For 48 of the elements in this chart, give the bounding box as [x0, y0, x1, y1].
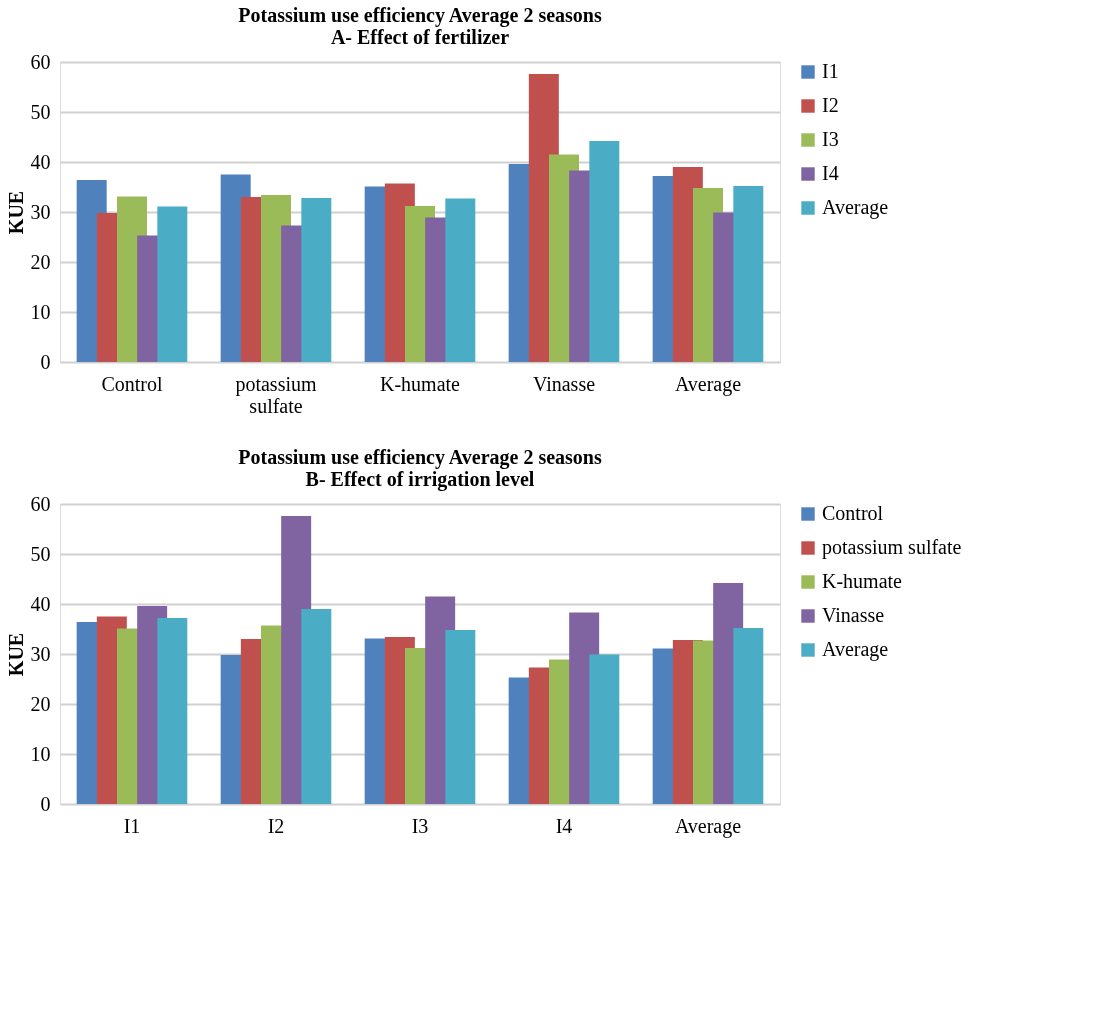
bar: [733, 186, 764, 362]
x-tick-label: Average: [674, 814, 742, 838]
x-tick-label: Control: [101, 372, 163, 395]
legend-label: Vinasse: [822, 604, 885, 626]
y-tick-label: 20: [30, 250, 51, 273]
y-tick-label: 50: [30, 100, 51, 123]
bar: [445, 198, 476, 362]
y-tick-label: 30: [30, 200, 51, 223]
bar: [733, 628, 764, 804]
bar: [589, 141, 620, 362]
bar: [301, 198, 332, 362]
legend-label: I1: [822, 60, 839, 82]
x-tick-label: K-humate: [380, 372, 461, 395]
y-tick-label: 50: [30, 542, 51, 565]
chart-title: Potassium use efficiency Average 2 seasons B- Effect of irrigation level: [238, 446, 602, 491]
chart-title: Potassium use efficiency Average 2 seasons A- Effect of fertilizer: [238, 4, 602, 48]
bar: [301, 609, 332, 804]
bar: [157, 618, 188, 804]
y-tick-label: 0: [40, 792, 51, 815]
legend-label: I2: [822, 94, 839, 116]
bar: [445, 630, 476, 804]
y-tick-label: 60: [30, 50, 51, 73]
legend-label: K-humate: [822, 570, 903, 592]
x-tick-label: potassium sulfate: [235, 372, 317, 417]
y-tick-label: 60: [30, 492, 51, 515]
y-tick-label: 20: [30, 692, 51, 715]
x-tick-label: I1: [123, 814, 141, 837]
y-tick-label: 30: [30, 642, 51, 665]
x-tick-label: I4: [555, 814, 573, 837]
x-tick-label: Vinasse: [532, 372, 596, 395]
legend-label: potassium sulfate: [822, 536, 962, 559]
y-axis-title: KUE: [4, 190, 27, 235]
legend-label: Control: [822, 502, 884, 524]
legend-label: Average: [822, 196, 889, 219]
x-tick-label: Average: [674, 372, 742, 396]
bar: [589, 654, 620, 804]
y-tick-label: 40: [30, 150, 51, 173]
x-tick-label: I3: [411, 814, 429, 837]
legend-label: I3: [822, 128, 839, 150]
bar: [157, 206, 188, 362]
y-tick-label: 10: [30, 300, 51, 323]
y-tick-label: 0: [40, 350, 51, 373]
y-axis-title: KUE: [4, 632, 27, 677]
y-tick-label: 40: [30, 592, 51, 615]
x-tick-label: I2: [267, 814, 285, 837]
legend-label: I4: [822, 162, 839, 184]
y-tick-label: 10: [30, 742, 51, 765]
legend-label: Average: [822, 638, 889, 661]
